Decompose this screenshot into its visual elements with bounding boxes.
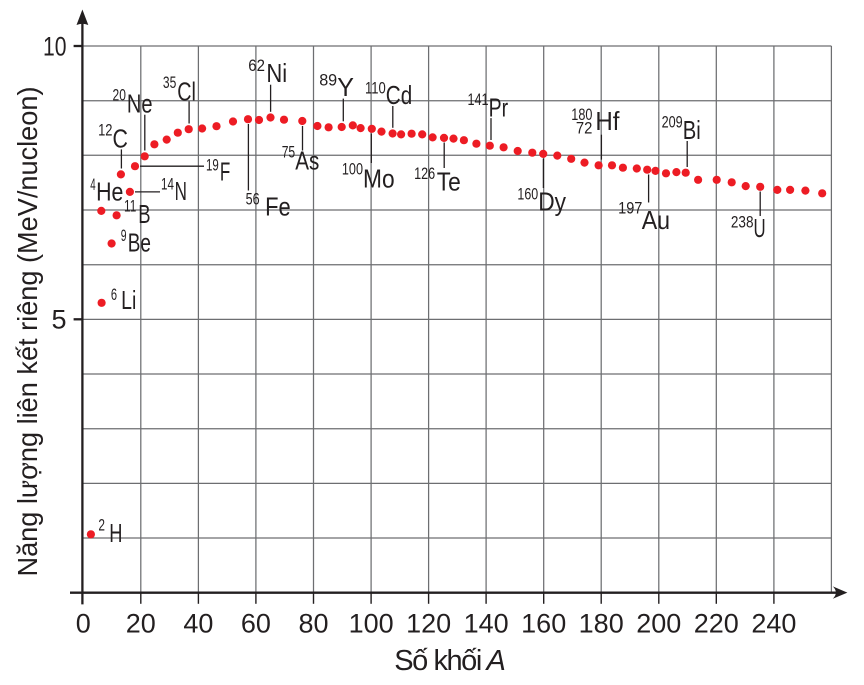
- svg-text:60: 60: [241, 608, 271, 638]
- svg-text:110: 110: [365, 78, 386, 97]
- svg-text:Số khối: Số khối: [394, 645, 482, 677]
- svg-text:14: 14: [161, 174, 174, 193]
- svg-text:N: N: [175, 176, 187, 206]
- svg-text:75: 75: [282, 143, 296, 162]
- svg-text:200: 200: [636, 608, 681, 638]
- svg-text:126: 126: [414, 164, 435, 183]
- svg-text:As: As: [295, 146, 319, 176]
- svg-text:20: 20: [126, 608, 156, 638]
- svg-text:220: 220: [694, 608, 739, 638]
- svg-text:11: 11: [124, 196, 136, 215]
- svg-text:12: 12: [98, 121, 112, 140]
- svg-text:35: 35: [163, 73, 176, 92]
- svg-text:Te: Te: [437, 167, 461, 197]
- svg-text:Pr: Pr: [489, 93, 509, 123]
- svg-text:F: F: [220, 157, 230, 187]
- svg-text:240: 240: [751, 608, 796, 638]
- svg-text:100: 100: [342, 159, 363, 178]
- svg-text:9: 9: [121, 226, 127, 245]
- svg-text:19: 19: [206, 155, 219, 174]
- svg-text:62: 62: [248, 56, 265, 75]
- svg-text:160: 160: [517, 185, 538, 204]
- svg-text:Ne: Ne: [127, 89, 153, 119]
- svg-text:Be: Be: [128, 228, 151, 258]
- svg-text:100: 100: [349, 608, 394, 638]
- svg-text:H: H: [109, 518, 122, 548]
- svg-text:Fe: Fe: [265, 192, 291, 222]
- svg-text:Dy: Dy: [538, 187, 566, 217]
- svg-text:56: 56: [246, 189, 260, 208]
- svg-text:Au: Au: [642, 205, 670, 235]
- svg-text:40: 40: [183, 608, 213, 638]
- svg-text:72: 72: [576, 118, 593, 137]
- svg-text:2: 2: [98, 515, 105, 534]
- svg-text:Y: Y: [337, 72, 354, 102]
- svg-text:180: 180: [579, 608, 624, 638]
- svg-text:5: 5: [51, 305, 66, 335]
- svg-text:Hf: Hf: [595, 106, 620, 136]
- svg-text:0: 0: [76, 608, 91, 638]
- svg-text:4: 4: [90, 175, 95, 194]
- svg-text:He: He: [96, 177, 123, 207]
- svg-text:180: 180: [571, 105, 592, 124]
- svg-text:141: 141: [468, 90, 489, 109]
- svg-text:160: 160: [521, 608, 566, 638]
- svg-text:80: 80: [298, 608, 328, 638]
- svg-text:238: 238: [731, 213, 754, 232]
- svg-text:209: 209: [662, 112, 683, 131]
- svg-text:197: 197: [618, 199, 642, 218]
- svg-text:120: 120: [406, 608, 451, 638]
- svg-text:20: 20: [113, 86, 126, 105]
- svg-text:6: 6: [111, 285, 117, 304]
- svg-text:Bi: Bi: [683, 115, 701, 145]
- svg-text:Mo: Mo: [363, 164, 395, 194]
- svg-text:U: U: [754, 213, 766, 243]
- svg-text:Ni: Ni: [266, 58, 287, 88]
- svg-text:Li: Li: [121, 285, 136, 315]
- svg-text:Cd: Cd: [386, 80, 412, 110]
- svg-text:B: B: [138, 199, 150, 229]
- svg-text:10: 10: [43, 32, 67, 62]
- svg-text:A: A: [485, 645, 506, 677]
- svg-text:C: C: [113, 124, 128, 154]
- svg-text:Năng lượng liên kết riêng (MeV: Năng lượng liên kết riêng (MeV/nucleon): [12, 86, 43, 576]
- svg-text:Cl: Cl: [177, 76, 196, 106]
- svg-text:89: 89: [319, 71, 337, 90]
- svg-text:140: 140: [464, 608, 509, 638]
